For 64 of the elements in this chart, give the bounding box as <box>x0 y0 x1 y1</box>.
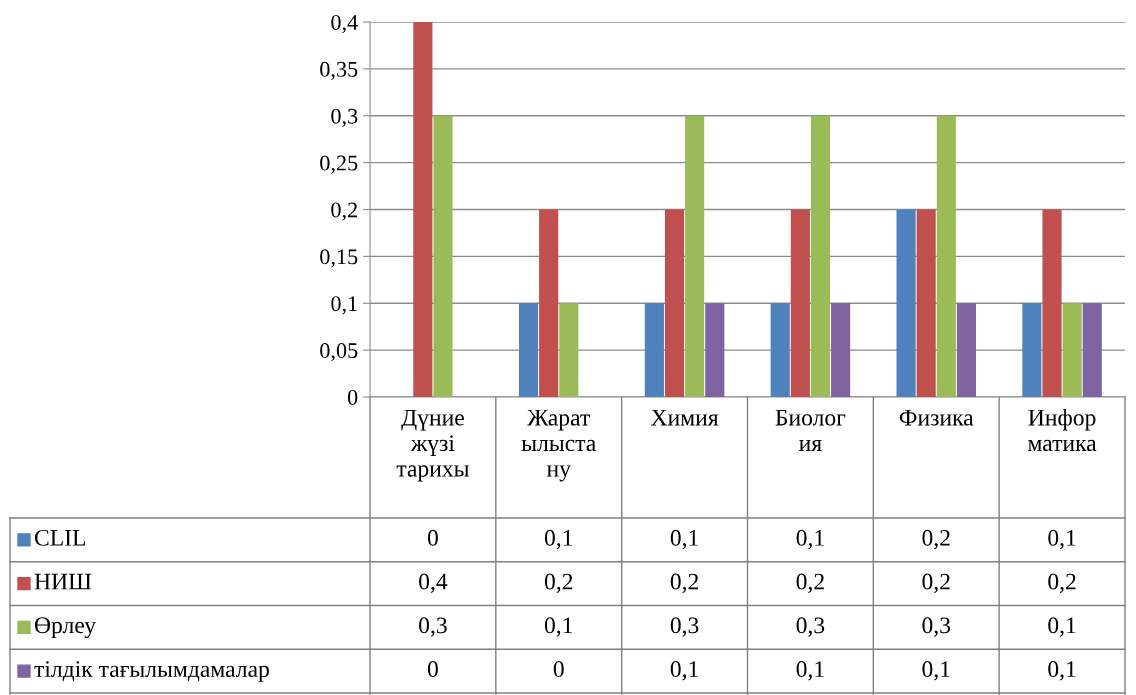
data-label: 0 <box>427 529 438 546</box>
y-tick-label: 0,4 <box>331 14 358 34</box>
data-label: 0,1 <box>670 661 698 681</box>
y-tick-label: 0,3 <box>331 108 358 127</box>
x-tick-label: Дүние жүзі тарихы <box>396 409 469 482</box>
bar <box>956 303 977 397</box>
x-tick-label: Биолог ия <box>775 409 846 451</box>
data-label: 0,3 <box>796 617 825 637</box>
data-label: 0,1 <box>1048 529 1076 550</box>
data-label: 0,2 <box>922 573 950 593</box>
data-label: 0,2 <box>1048 573 1076 593</box>
data-label: 0,3 <box>922 617 951 637</box>
bar <box>831 303 851 397</box>
data-label: 0,1 <box>544 529 573 550</box>
legend-label: CLIL <box>34 529 86 546</box>
legend-label: Өрлеу <box>34 617 96 639</box>
y-tick-label: 0,05 <box>320 343 358 362</box>
data-label: 0,1 <box>796 661 824 681</box>
bar <box>770 303 790 397</box>
x-tick-label: Инфор матика <box>1028 409 1097 452</box>
bar <box>705 303 725 397</box>
y-tick-label: 0,35 <box>320 61 358 80</box>
bar <box>413 22 433 397</box>
data-label: 0,1 <box>796 529 824 550</box>
data-label: 0,1 <box>922 661 950 681</box>
data-label: 0,2 <box>670 573 699 593</box>
bar <box>810 115 831 397</box>
data-label: 0,3 <box>419 617 447 637</box>
data-label: 0,2 <box>796 573 824 593</box>
data-label: 0,2 <box>922 529 950 550</box>
bar <box>1062 303 1082 397</box>
bar <box>916 209 936 397</box>
data-label: 0,1 <box>1048 661 1076 681</box>
data-label: 0,1 <box>670 529 698 550</box>
x-tick-label: Физика <box>899 409 974 426</box>
y-tick-label: 0,2 <box>331 202 357 221</box>
data-label: 0,1 <box>1048 617 1076 637</box>
bar <box>559 303 579 397</box>
bar <box>644 303 664 397</box>
legend-label: НИШ <box>34 573 92 590</box>
bar <box>1042 209 1062 397</box>
x-tick-label: Жарат ылыста ну <box>521 409 596 482</box>
data-label: 0,3 <box>670 617 699 637</box>
x-tick-label: Химия <box>651 409 719 426</box>
bar <box>1022 303 1042 397</box>
bar <box>664 209 685 397</box>
bar <box>685 115 705 397</box>
y-tick-label: 0,25 <box>320 155 358 174</box>
bar <box>433 115 453 397</box>
y-tick-label: 0 <box>347 389 358 405</box>
data-label: 0,4 <box>419 573 448 593</box>
bar <box>896 209 916 397</box>
bar <box>936 115 956 397</box>
data-label: 0 <box>427 661 438 678</box>
legend-label: тілдік тағылымдамалар <box>34 661 269 682</box>
data-label: 0,1 <box>544 617 573 637</box>
y-tick-label: 0,15 <box>320 249 358 268</box>
y-tick-label: 0,1 <box>331 296 357 315</box>
data-label: 0,2 <box>544 573 573 593</box>
bar <box>518 303 539 397</box>
bar <box>1082 303 1102 397</box>
bar <box>539 209 559 397</box>
data-label: 0 <box>553 661 564 678</box>
bar <box>790 209 810 397</box>
